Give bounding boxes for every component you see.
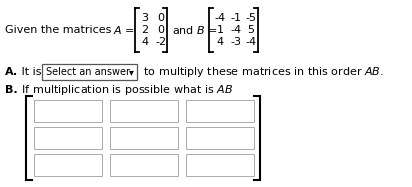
Text: $A$ =: $A$ = xyxy=(113,24,135,36)
FancyBboxPatch shape xyxy=(186,154,254,176)
Text: -3: -3 xyxy=(230,37,241,47)
Text: ▾: ▾ xyxy=(129,67,134,77)
FancyBboxPatch shape xyxy=(110,127,178,149)
Text: -4: -4 xyxy=(230,25,241,35)
Text: -4: -4 xyxy=(246,37,257,47)
Text: Select an answer: Select an answer xyxy=(46,67,130,77)
Text: -1: -1 xyxy=(230,13,241,23)
Text: -4: -4 xyxy=(214,13,225,23)
FancyBboxPatch shape xyxy=(186,127,254,149)
Text: -2: -2 xyxy=(155,37,166,47)
Text: 4: 4 xyxy=(141,37,149,47)
Text: Given the matrices: Given the matrices xyxy=(5,25,115,35)
FancyBboxPatch shape xyxy=(34,100,102,122)
Text: and $B$ =: and $B$ = xyxy=(172,24,218,36)
FancyBboxPatch shape xyxy=(34,127,102,149)
Text: 1: 1 xyxy=(216,25,223,35)
Text: 0: 0 xyxy=(157,13,164,23)
FancyBboxPatch shape xyxy=(34,154,102,176)
FancyBboxPatch shape xyxy=(42,64,137,80)
Text: 4: 4 xyxy=(216,37,224,47)
Text: to multiply these matrices in this order $AB$.: to multiply these matrices in this order… xyxy=(140,65,384,79)
Text: It is: It is xyxy=(18,67,45,77)
Text: If multiplication is possible what is $AB$: If multiplication is possible what is $A… xyxy=(18,83,233,97)
Text: B.: B. xyxy=(5,85,18,95)
FancyBboxPatch shape xyxy=(110,154,178,176)
Text: 0: 0 xyxy=(157,25,164,35)
Text: 5: 5 xyxy=(248,25,255,35)
Text: -5: -5 xyxy=(246,13,257,23)
Text: A.: A. xyxy=(5,67,18,77)
FancyBboxPatch shape xyxy=(110,100,178,122)
FancyBboxPatch shape xyxy=(186,100,254,122)
Text: 3: 3 xyxy=(141,13,148,23)
Text: 2: 2 xyxy=(141,25,149,35)
